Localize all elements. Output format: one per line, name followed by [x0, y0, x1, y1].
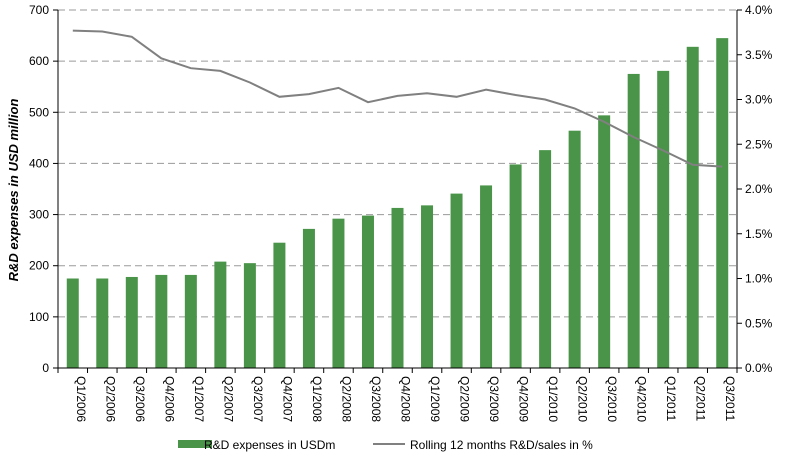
- x-tick-label: Q2/2008: [340, 376, 354, 422]
- legend: R&D expenses in USDm Rolling 12 months R…: [178, 438, 593, 452]
- left-tick-label: 200: [29, 259, 49, 273]
- x-tick-label: Q3/2011: [723, 376, 737, 421]
- left-tick-label: 600: [29, 54, 49, 68]
- x-tick-label: Q1/2006: [74, 376, 88, 422]
- bar: [302, 228, 315, 368]
- bar: [657, 70, 670, 369]
- right-tick-label: 0.5%: [745, 316, 773, 330]
- bar: [273, 242, 286, 368]
- right-tick-label: 3.5%: [745, 48, 773, 62]
- x-axis-ticks: Q1/2006 Q2/2006 Q3/2006 Q4/2006 Q1/2007 Q2/20…: [57, 368, 738, 422]
- bar: [539, 150, 552, 368]
- x-tick-label: Q1/2008: [310, 376, 324, 422]
- legend-bar-swatch: [178, 440, 212, 448]
- x-tick-label: Q2/2007: [221, 376, 235, 422]
- right-tick-label: 1.5%: [745, 227, 773, 241]
- x-tick-label: Q3/2010: [605, 376, 619, 422]
- right-tick-label: 3.0%: [745, 93, 773, 107]
- left-tick-label: 100: [29, 310, 49, 324]
- bar: [509, 164, 522, 368]
- bar: [332, 218, 345, 368]
- legend-line-label: Rolling 12 months R&D/sales in %: [410, 438, 593, 452]
- right-axis-ticks: 0.0% 0.5% 1.0% 1.5% 2.0% 2.5% 3.0% 3.5% 4.0%: [737, 3, 773, 375]
- bar: [450, 193, 463, 368]
- x-tick-label: Q4/2007: [280, 376, 294, 422]
- x-tick-label: Q1/2007: [192, 376, 206, 422]
- bar: [568, 130, 581, 368]
- x-tick-label: Q2/2006: [103, 376, 117, 422]
- bar-series: [66, 38, 729, 369]
- y-axis-title: R&D expenses in USD million: [6, 99, 21, 282]
- line-series: [72, 29, 723, 168]
- x-tick-label: Q3/2007: [251, 376, 265, 422]
- x-tick-label: Q4/2006: [162, 376, 176, 422]
- x-tick-label: Q2/2009: [458, 376, 472, 422]
- x-tick-label: Q4/2010: [635, 376, 649, 422]
- bar: [66, 278, 79, 368]
- x-tick-label: Q3/2006: [133, 376, 147, 422]
- bar: [96, 278, 109, 368]
- x-tick-label: Q3/2008: [369, 376, 383, 422]
- x-tick-label: Q1/2010: [546, 376, 560, 422]
- gridlines: [58, 9, 737, 318]
- bar: [686, 46, 699, 369]
- bar: [125, 276, 138, 368]
- bar: [598, 115, 611, 369]
- bar: [391, 207, 404, 368]
- left-axis-ticks: 0 100 200 300 400 500 600 700: [29, 3, 58, 375]
- x-tick-label: Q1/2011: [664, 376, 678, 421]
- bar: [480, 185, 493, 368]
- x-tick-label: Q2/2010: [576, 376, 590, 422]
- left-tick-label: 300: [29, 208, 49, 222]
- bar: [627, 73, 640, 368]
- right-tick-label: 2.0%: [745, 182, 773, 196]
- bar: [184, 274, 197, 368]
- x-tick-label: Q2/2011: [694, 376, 708, 421]
- right-tick-label: 0.0%: [745, 361, 773, 375]
- bar: [421, 205, 434, 368]
- bar: [716, 38, 729, 368]
- watermark: ©asymco: [70, 232, 124, 247]
- left-tick-label: 500: [29, 105, 49, 119]
- x-tick-label: Q3/2009: [487, 376, 501, 422]
- bar: [361, 215, 374, 368]
- x-tick-label: Q4/2008: [399, 376, 413, 422]
- right-tick-label: 1.0%: [745, 272, 773, 286]
- bar: [243, 263, 256, 368]
- left-tick-label: 700: [29, 3, 49, 17]
- right-tick-label: 4.0%: [745, 3, 773, 17]
- right-tick-label: 2.5%: [745, 137, 773, 151]
- legend-bar-label: R&D expenses in USDm: [204, 438, 335, 452]
- x-tick-label: Q4/2009: [517, 376, 531, 422]
- x-tick-label: Q1/2009: [428, 376, 442, 422]
- left-tick-label: 0: [42, 361, 49, 375]
- bar: [214, 261, 227, 368]
- bar: [155, 274, 168, 368]
- line-series-path: [72, 29, 723, 168]
- left-tick-label: 400: [29, 156, 49, 170]
